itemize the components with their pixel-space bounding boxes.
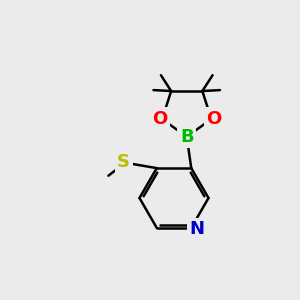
Text: O: O	[152, 110, 167, 128]
Text: B: B	[180, 128, 194, 146]
Text: S: S	[117, 153, 130, 171]
Text: O: O	[206, 110, 221, 128]
Text: N: N	[189, 220, 204, 238]
